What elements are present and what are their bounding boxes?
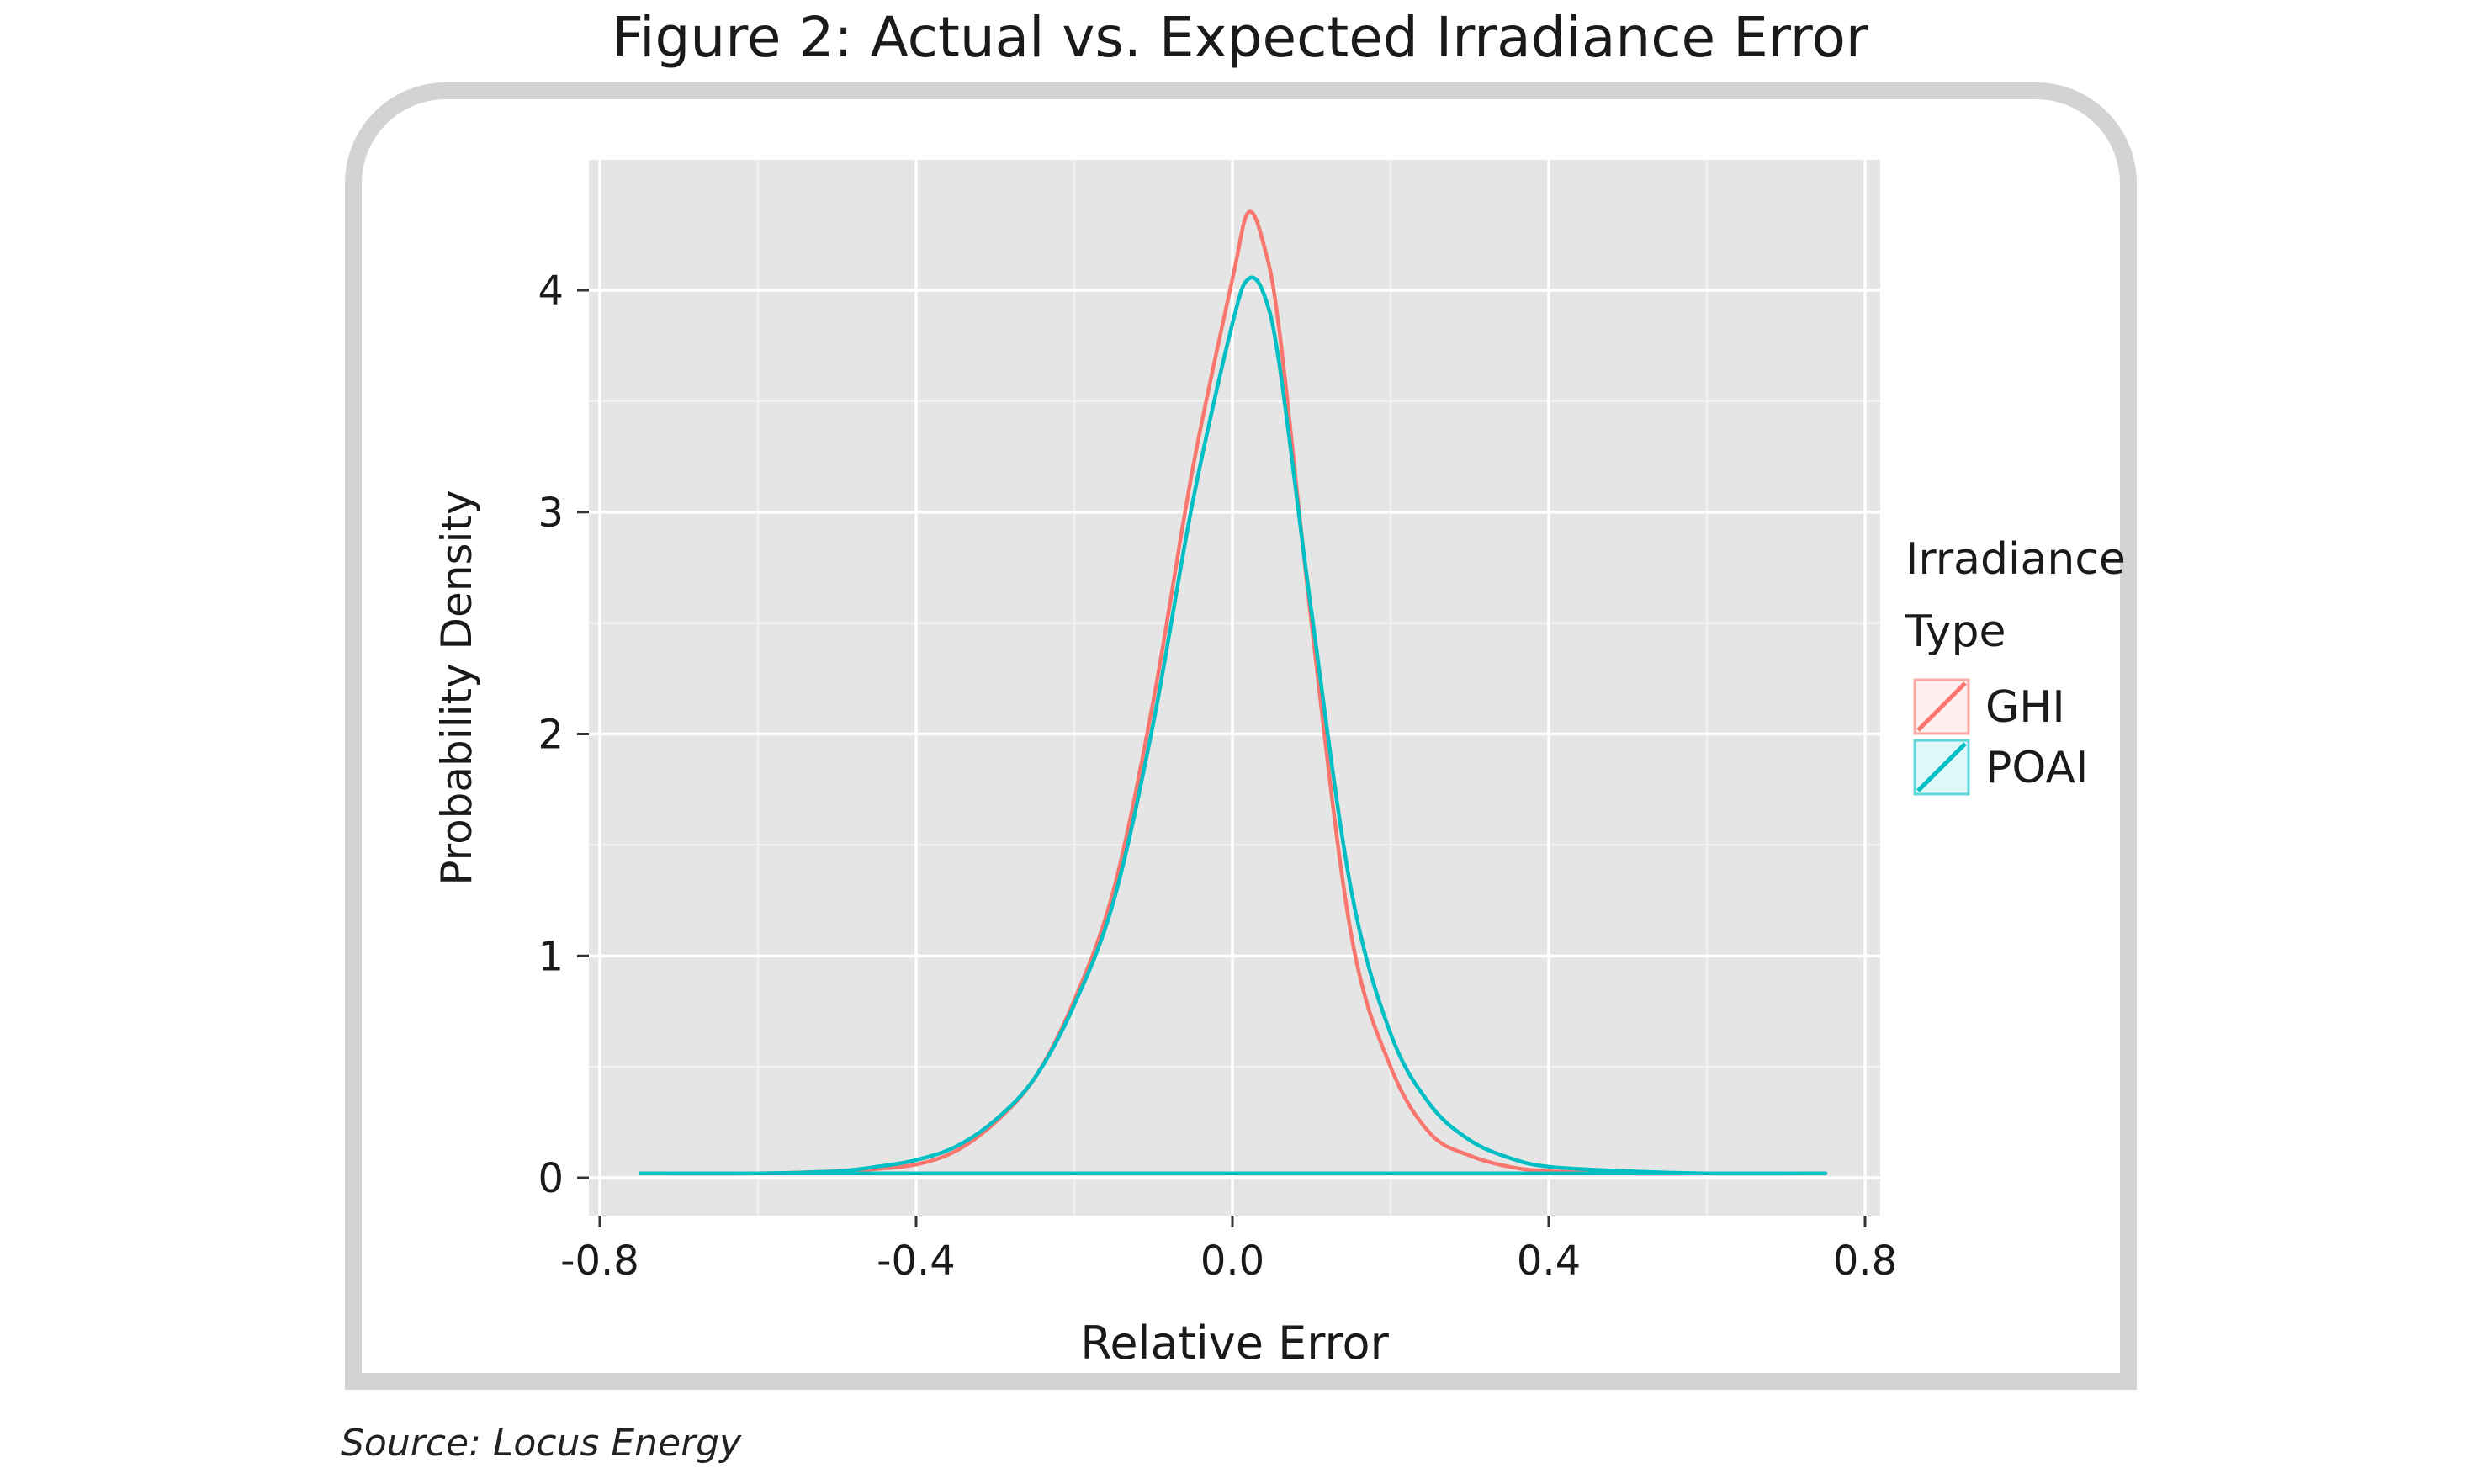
- legend-label-poai: POAI: [1985, 743, 2088, 793]
- legend-key-line-poai: [1916, 742, 1967, 792]
- plot-panel: [589, 160, 1880, 1216]
- density-line-poai: [639, 275, 1828, 1176]
- axes-layer: -0.8 -0.4 0.0 0.4 0.8 0 1 2 3 4: [538, 268, 1897, 1285]
- density-line-ghi: [639, 209, 1828, 1176]
- x-tick-label: -0.4: [877, 1238, 956, 1285]
- major-gridlines: [589, 160, 1880, 1216]
- x-tick-label: -0.8: [560, 1238, 639, 1285]
- minor-gridlines: [589, 160, 1880, 1216]
- y-tick-label: 0: [538, 1155, 564, 1202]
- series-layer: [639, 209, 1828, 1176]
- figure-title: Figure 2: Actual vs. Expected Irradiance…: [611, 5, 1869, 70]
- y-tick-label: 2: [538, 712, 564, 759]
- legend: Irradiance Type GHI POAI: [1905, 534, 2126, 796]
- y-tick-label: 3: [538, 490, 564, 537]
- x-axis-label: Relative Error: [1080, 1317, 1389, 1370]
- source-note: Source: Locus Energy: [341, 1422, 742, 1465]
- x-tick-label: 0.0: [1200, 1238, 1264, 1285]
- legend-key-line-ghi: [1916, 681, 1967, 732]
- legend-title-line-2: Type: [1905, 607, 2006, 657]
- x-tick-label: 0.4: [1517, 1238, 1581, 1285]
- legend-title-line-1: Irradiance: [1905, 534, 2126, 585]
- y-tick-label: 4: [538, 268, 564, 315]
- y-tick-label: 1: [538, 933, 564, 980]
- legend-label-ghi: GHI: [1985, 682, 2065, 733]
- y-axis-label: Probability Density: [432, 490, 481, 885]
- x-tick-label: 0.8: [1833, 1238, 1897, 1285]
- legend-keys: [1913, 678, 1970, 796]
